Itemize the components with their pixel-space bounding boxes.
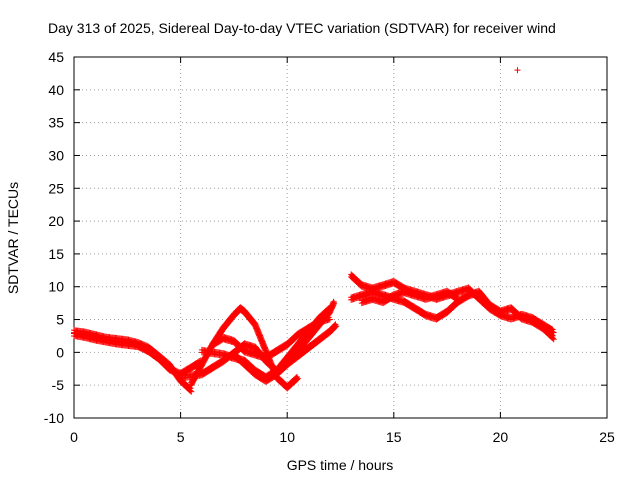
x-tick-label: 25 xyxy=(599,429,615,445)
y-tick-label: 35 xyxy=(48,115,64,131)
data-point xyxy=(333,323,340,330)
tick-labels: 0 5 10 15 20 25 -10 -5 0 5 10 15 20 25 30 35 40 45 xyxy=(44,49,615,445)
y-tick-label: 30 xyxy=(48,147,64,163)
y-tick-label: 10 xyxy=(48,279,64,295)
data-point xyxy=(548,325,555,332)
y-tick-label: 25 xyxy=(48,180,64,196)
data-marks xyxy=(71,67,557,395)
data-point xyxy=(187,385,194,392)
grid xyxy=(74,57,607,418)
x-tick-label: 20 xyxy=(493,429,509,445)
data-point xyxy=(188,388,195,395)
ticks xyxy=(73,56,608,419)
series-track-7 xyxy=(230,321,340,385)
data-point xyxy=(550,336,557,343)
x-tick-label: 15 xyxy=(386,429,402,445)
plot-frame xyxy=(73,56,608,419)
x-tick-label: 10 xyxy=(279,429,295,445)
y-tick-label: 20 xyxy=(48,213,64,229)
series-track-6 xyxy=(209,314,333,362)
y-tick-label: 40 xyxy=(48,82,64,98)
data-point xyxy=(548,332,555,339)
series-track-2 xyxy=(71,330,205,379)
data-point xyxy=(331,300,338,307)
y-tick-label: -5 xyxy=(52,377,65,393)
y-tick-label: 0 xyxy=(56,344,64,360)
y-tick-label: 15 xyxy=(48,246,64,262)
data-point xyxy=(549,332,556,339)
x-axis-label: GPS time / hours xyxy=(287,457,394,473)
x-tick-label: 0 xyxy=(70,429,78,445)
outlier-point xyxy=(514,67,521,74)
series-outlier xyxy=(514,67,521,74)
data-point xyxy=(549,326,556,333)
chart-title: Day 313 of 2025, Sidereal Day-to-day VTE… xyxy=(48,20,556,36)
data-point xyxy=(453,293,460,300)
y-tick-label: -10 xyxy=(44,410,64,426)
y-tick-label: 45 xyxy=(48,49,64,65)
data-point xyxy=(452,293,459,300)
series-track-10 xyxy=(358,287,461,307)
y-axis-label: SDTVAR / TECUs xyxy=(5,182,21,294)
data-point xyxy=(326,316,333,323)
data-point xyxy=(294,375,301,382)
x-tick-label: 5 xyxy=(177,429,185,445)
y-tick-label: 5 xyxy=(56,312,64,328)
data-point xyxy=(326,306,333,313)
data-point xyxy=(454,296,461,303)
